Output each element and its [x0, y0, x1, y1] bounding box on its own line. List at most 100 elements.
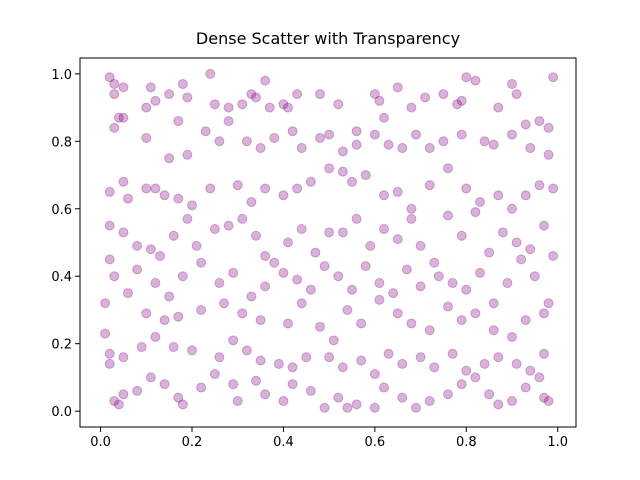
scatter-point	[324, 227, 335, 238]
scatter-point	[507, 78, 517, 89]
scatter-point	[488, 139, 499, 150]
scatter-point	[342, 402, 353, 413]
scatter-point	[429, 362, 440, 373]
scatter-point	[315, 132, 325, 143]
scatter-point	[543, 149, 554, 160]
scatter-point	[187, 345, 197, 356]
scatter-point	[347, 284, 357, 295]
y-tick-label: 1.0	[51, 68, 72, 83]
y-tick-label: 0.8	[51, 135, 72, 150]
scatter-point	[511, 89, 522, 100]
scatter-point	[177, 399, 188, 410]
scatter-point	[342, 304, 353, 315]
scatter-point	[507, 129, 517, 140]
scatter-point	[351, 126, 362, 137]
y-tick-label: 0.2	[51, 338, 72, 353]
scatter-point	[507, 331, 517, 342]
scatter-point	[470, 75, 481, 86]
scatter-point	[200, 126, 211, 137]
scatter-point	[273, 358, 284, 369]
scatter-point	[168, 342, 179, 353]
scatter-point	[456, 129, 467, 140]
scatter-point	[525, 365, 536, 376]
scatter-point	[406, 102, 417, 113]
scatter-point	[401, 264, 412, 275]
scatter-point	[475, 197, 485, 208]
scatter-point	[406, 203, 417, 214]
scatter-point	[337, 362, 348, 373]
scatter-point	[173, 193, 184, 204]
scatter-point	[164, 89, 175, 100]
scatter-point	[379, 382, 389, 393]
scatter-point	[232, 396, 243, 407]
axes-frame	[79, 57, 577, 428]
scatter-point	[333, 271, 344, 282]
scatter-point	[539, 348, 549, 359]
scatter-point	[456, 95, 467, 106]
scatter-point	[543, 122, 554, 133]
scatter-point	[520, 190, 531, 201]
x-tick-label: 0.2	[182, 435, 203, 450]
scatter-point	[493, 102, 504, 113]
scatter-point	[228, 267, 239, 278]
scatter-point	[155, 250, 165, 261]
scatter-point	[351, 139, 362, 150]
scatter-point	[251, 230, 261, 241]
scatter-point	[278, 396, 289, 407]
x-tick-label: 0.6	[365, 435, 386, 450]
scatter-point	[177, 78, 188, 89]
scatter-point	[255, 143, 266, 154]
scatter-point	[150, 183, 161, 194]
scatter-point	[397, 358, 408, 369]
scatter-point	[347, 176, 357, 187]
scatter-point	[379, 224, 389, 235]
scatter-point	[292, 274, 303, 285]
scatter-point	[548, 183, 559, 194]
scatter-point	[278, 267, 289, 278]
scatter-point	[118, 82, 129, 93]
scatter-point	[539, 392, 549, 403]
scatter-point	[237, 99, 248, 110]
scatter-point	[251, 92, 261, 103]
scatter-point	[287, 362, 298, 373]
scatter-point	[118, 227, 129, 238]
scatter-point	[278, 190, 289, 201]
scatter-point	[145, 82, 156, 93]
scatter-point	[456, 230, 467, 241]
scatter-point	[461, 72, 472, 83]
scatter-point	[123, 288, 133, 299]
scatter-point	[191, 240, 202, 251]
scatter-point	[360, 170, 371, 181]
scatter-point	[278, 99, 289, 110]
scatter-point	[475, 267, 485, 278]
scatter-point	[296, 143, 307, 154]
scatter-point	[548, 72, 559, 83]
scatter-point	[374, 95, 385, 106]
scatter-point	[356, 318, 367, 329]
scatter-point	[109, 271, 120, 282]
scatter-point	[456, 379, 467, 390]
scatter-point	[319, 261, 330, 272]
scatter-point	[411, 129, 421, 140]
scatter-point	[379, 190, 389, 201]
scatter-point	[113, 112, 124, 123]
scatter-point	[283, 102, 293, 113]
scatter-point	[392, 234, 403, 245]
scatter-point	[497, 227, 508, 238]
scatter-point	[132, 240, 143, 251]
scatter-point	[141, 183, 152, 194]
scatter-point	[397, 392, 408, 403]
scatter-point	[351, 399, 362, 410]
scatter-point	[164, 291, 175, 302]
scatter-point	[260, 250, 271, 261]
scatter-point	[447, 348, 458, 359]
scatter-point	[424, 180, 435, 191]
scatter-point	[415, 352, 426, 363]
scatter-point	[159, 190, 170, 201]
scatter-point	[219, 298, 229, 309]
chart-title: Dense Scatter with Transparency	[196, 29, 460, 48]
scatter-point	[507, 396, 517, 407]
scatter-point	[301, 352, 312, 363]
scatter-point	[383, 348, 394, 359]
y-tick-label: 0.0	[51, 405, 72, 420]
